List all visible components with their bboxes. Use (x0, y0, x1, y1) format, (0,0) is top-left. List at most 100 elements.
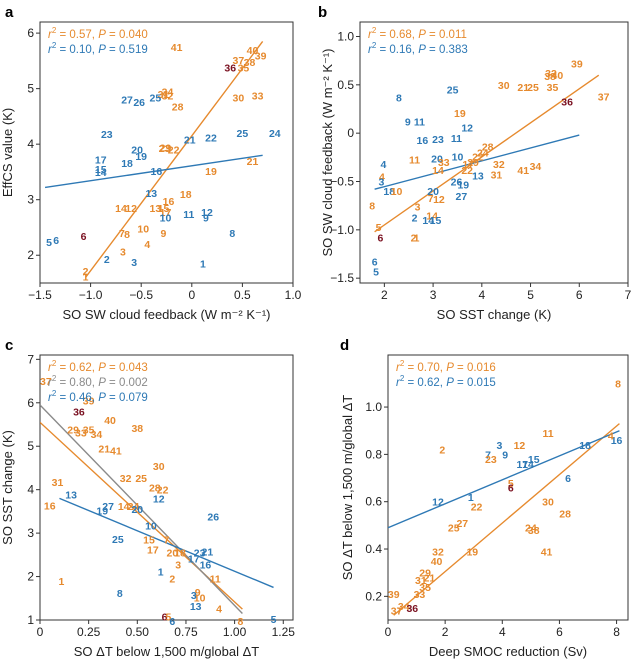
y-tick-label: 5 (27, 82, 34, 96)
x-tick-label: 0 (37, 625, 44, 639)
data-point-label: 24 (525, 523, 537, 535)
data-point-label: 19 (96, 506, 108, 518)
data-point-label: 25 (135, 473, 147, 485)
x-axis-label: SO SST change (K) (437, 307, 552, 322)
panel-letter: b (318, 4, 327, 21)
panel-letter: d (340, 337, 349, 354)
data-point-label: 18 (174, 548, 186, 560)
data-point-label: 23 (194, 548, 206, 560)
data-point-label: 2 (83, 266, 89, 278)
data-point-label: 26 (451, 177, 463, 189)
data-point-label: 3 (120, 246, 126, 258)
stat-part: 2 (52, 389, 57, 398)
x-tick-label: 2 (442, 625, 449, 639)
data-point-label: 22 (461, 165, 473, 177)
stat-annotation: r2 = 0.46, P = 0.079 (48, 389, 148, 404)
data-point-label: 6 (372, 257, 378, 269)
fit-line-blue (374, 134, 580, 190)
data-point-label: 33 (438, 157, 450, 169)
data-point-label: 30 (498, 80, 510, 92)
data-point-label: 24 (477, 148, 489, 160)
stat-part: 2 (372, 26, 377, 35)
stat-part: = 0.80, (56, 377, 98, 389)
data-point-label: 41 (517, 165, 529, 177)
y-axis-label: EffCS value (K) (0, 108, 15, 197)
data-point-label: 29 (419, 568, 431, 580)
y-tick-label: 6 (27, 26, 34, 40)
stat-part: P (98, 392, 106, 404)
x-tick-label: 4 (478, 288, 485, 302)
data-point-label: 9 (203, 212, 209, 224)
plot-frame (359, 21, 629, 284)
data-point-label: 8 (124, 229, 130, 241)
data-point-label: 13 (150, 203, 162, 215)
y-tick-label: 2 (27, 248, 34, 262)
data-point-label: 30 (233, 93, 245, 105)
data-point-label: 16 (163, 196, 175, 208)
data-point-label: 11 (451, 133, 462, 145)
data-point-label: 28 (559, 509, 571, 521)
stat-part: P (98, 29, 106, 41)
y-tick-label: 0.2 (365, 589, 382, 603)
data-point-label: 32 (162, 90, 174, 102)
data-point-label: 14 (432, 165, 444, 177)
x-tick-label: 5 (527, 288, 534, 302)
y-tick-label: 1.0 (337, 30, 354, 44)
data-point-label: 6 (53, 235, 59, 247)
fit-line-orange (393, 423, 620, 616)
data-point-label: 32 (493, 159, 505, 171)
data-point-label: 3 (497, 440, 503, 452)
stat-part: 2 (52, 374, 57, 383)
data-point-label: 20 (427, 186, 439, 198)
data-point-label: 21 (424, 572, 436, 584)
plot-frame (39, 354, 294, 621)
fit-line-blue (44, 154, 263, 189)
x-axis-label: Deep SMOC reduction (Sv) (429, 644, 587, 659)
data-point-label: 5 (271, 614, 277, 626)
data-point-label: 4 (608, 430, 614, 442)
stat-part: r (48, 29, 53, 41)
stat-part: = 0.079 (106, 392, 148, 404)
y-tick-label: 4 (27, 483, 34, 497)
data-point-label: 14 (95, 167, 107, 179)
stat-part: r (396, 362, 401, 374)
data-point-label: 36 (561, 96, 573, 108)
data-point-label: 39 (571, 59, 583, 71)
data-point-label: 16 (44, 501, 56, 513)
data-point-label: 21 (202, 546, 214, 558)
x-tick-label: 0.25 (77, 625, 101, 639)
x-tick-label: 0.75 (174, 625, 198, 639)
data-point-label: 41 (541, 546, 553, 558)
data-point-label: 31 (158, 89, 170, 101)
plot-frame (387, 354, 629, 621)
data-point-label: 36 (73, 406, 85, 418)
x-tick-label: 1.0 (285, 288, 302, 302)
data-point-label: 41 (110, 446, 122, 458)
data-point-label: 32 (432, 546, 444, 558)
stat-part: = 0.62, (56, 362, 98, 374)
data-point-label: 18 (180, 189, 192, 201)
data-point-label: 18 (121, 158, 133, 170)
data-point-label: 17 (160, 207, 172, 219)
panel-letter: a (5, 4, 14, 21)
data-point-label: 11 (409, 154, 420, 166)
y-tick-label: 0.4 (365, 542, 382, 556)
x-tick-label: 6 (556, 625, 563, 639)
data-point-label: 7 (164, 535, 170, 547)
data-point-label: 17 (188, 553, 200, 565)
stat-part: = 0.015 (454, 377, 496, 389)
stat-annotation: r2 = 0.57, P = 0.040 (48, 26, 148, 41)
data-point-label: 36 (406, 603, 418, 615)
data-point-label: 18 (383, 186, 395, 198)
fit-line-gray (40, 404, 243, 614)
data-point-label: 40 (431, 556, 443, 568)
data-point-label: 6 (169, 616, 175, 628)
data-point-label: 41 (171, 42, 183, 54)
stat-part: r (396, 377, 401, 389)
data-point-label: 6 (378, 233, 384, 245)
data-point-label: 34 (398, 601, 410, 613)
stat-part: P (446, 362, 454, 374)
stat-part: = 0.46, (56, 392, 98, 404)
